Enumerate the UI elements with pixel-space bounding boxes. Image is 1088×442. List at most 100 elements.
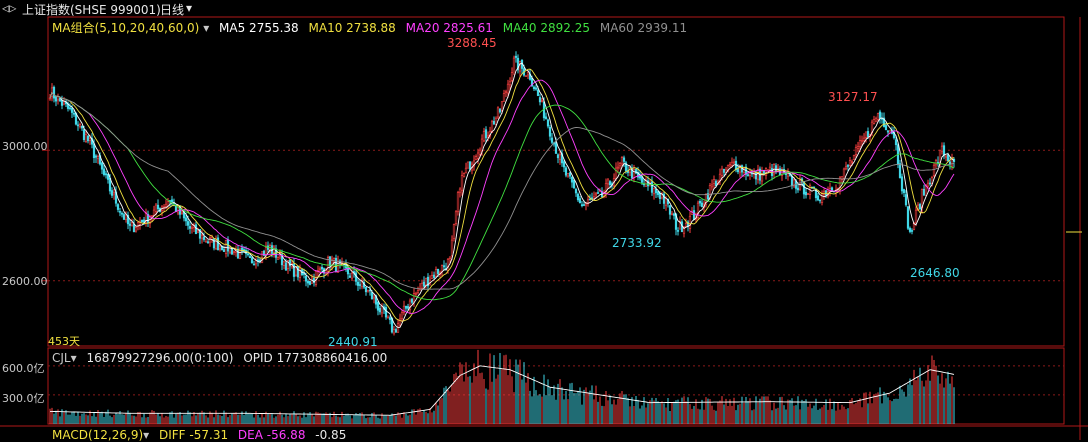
candle-body — [652, 187, 656, 195]
candle-body — [206, 241, 210, 243]
candle-body — [496, 107, 500, 118]
candle-body — [866, 131, 870, 137]
candle-body — [816, 195, 820, 201]
period-chevron-down-icon[interactable]: ▾ — [186, 1, 193, 15]
candle-body — [364, 287, 368, 293]
candle-body — [608, 181, 612, 185]
candle-body — [786, 173, 790, 177]
candle-body — [92, 143, 96, 159]
candle-body — [434, 269, 438, 277]
candle-body — [304, 275, 308, 282]
macd-indicator-selector[interactable]: MACD(12,26,9) — [52, 428, 144, 442]
candle-body — [388, 317, 392, 320]
candle-body — [492, 121, 496, 125]
macd-chevron-icon[interactable]: ▾ — [143, 428, 150, 442]
candle-body — [124, 214, 128, 221]
candle-body — [458, 188, 462, 193]
candle-body — [334, 257, 338, 272]
candle-body — [478, 149, 482, 155]
candle-body — [366, 289, 370, 293]
candle-body — [186, 221, 190, 226]
period-selector[interactable]: 日线 — [160, 3, 185, 17]
candle-body — [622, 157, 626, 162]
candle-body — [424, 278, 428, 286]
candle-body — [60, 100, 64, 106]
candle-body — [516, 57, 520, 71]
candle-body — [436, 268, 440, 274]
candle-body — [662, 193, 666, 204]
ma5-label: MA5 2755.38 — [219, 21, 299, 35]
candle-body — [850, 161, 854, 163]
candle-body — [712, 179, 716, 184]
candle-body — [348, 275, 352, 278]
candle-body — [140, 219, 144, 223]
candle-body — [592, 196, 596, 199]
candle-body — [454, 211, 458, 224]
candle-body — [392, 329, 396, 334]
candle-body — [538, 97, 542, 103]
candle-body — [502, 93, 506, 102]
candle-body — [200, 234, 204, 239]
candle-body — [198, 229, 202, 239]
candle-body — [202, 236, 206, 240]
candle-body — [856, 146, 860, 150]
candle-body — [638, 175, 642, 179]
candle-body — [578, 198, 582, 204]
ma40-label: MA40 2892.25 — [502, 21, 591, 35]
candle-body — [570, 176, 574, 183]
candle-body — [884, 125, 888, 131]
candle-body — [874, 118, 878, 122]
candle-body — [714, 180, 718, 187]
candle-body — [624, 162, 628, 172]
candle-body — [500, 101, 504, 111]
ma40-line — [49, 92, 955, 301]
ma-group-selector[interactable]: MA组合(5,10,20,40,60,0) — [52, 21, 200, 35]
candle-body — [910, 230, 914, 232]
candle-body — [672, 213, 676, 216]
candle-body — [942, 145, 946, 156]
candle-body — [462, 173, 466, 178]
volume-value: 16879927296.00(0:100) — [86, 351, 234, 365]
candle-body — [118, 211, 122, 213]
candle-body — [236, 248, 240, 259]
candle-body — [554, 141, 558, 154]
candle-body — [678, 221, 682, 230]
nav-arrows-icon[interactable]: ◁▷ — [2, 1, 17, 15]
candle-body — [852, 154, 856, 160]
candle-body — [746, 174, 750, 177]
candle-body — [196, 230, 200, 234]
candle-body — [616, 166, 620, 169]
candle-body — [212, 238, 216, 249]
candle-body — [886, 130, 890, 133]
candle-body — [510, 72, 514, 81]
volume-chevron-icon[interactable]: ▾ — [70, 351, 77, 365]
candle-body — [48, 97, 52, 100]
candle-body — [568, 172, 572, 177]
candle-body — [848, 160, 852, 166]
candle-body — [562, 161, 566, 168]
candle-body — [376, 301, 380, 311]
candle-body — [440, 265, 444, 272]
candle-body — [252, 263, 256, 266]
candle-body — [706, 193, 710, 200]
candle-body — [422, 281, 426, 287]
volume-opid: OPID 177308860416.00 — [243, 351, 388, 365]
candle-body — [318, 267, 322, 270]
volume-indicator-selector[interactable]: CJL — [52, 351, 71, 365]
candle-body — [548, 126, 552, 137]
ma-group-chevron-icon[interactable]: ▾ — [203, 21, 210, 35]
candle-body — [224, 240, 228, 254]
candle-body — [596, 192, 600, 194]
candle-body — [658, 192, 662, 199]
candle-body — [384, 307, 388, 318]
candle-body — [126, 214, 130, 225]
candle-body — [102, 168, 106, 175]
candle-body — [846, 165, 850, 167]
candle-body — [52, 86, 56, 99]
title-bar: ◁▷ 上证指数(SHSE 999001) 日线 ▾ — [0, 0, 1088, 17]
candle-body — [466, 161, 470, 169]
candle-body — [760, 170, 764, 182]
candle-body — [190, 227, 194, 229]
candle-body — [122, 214, 126, 220]
